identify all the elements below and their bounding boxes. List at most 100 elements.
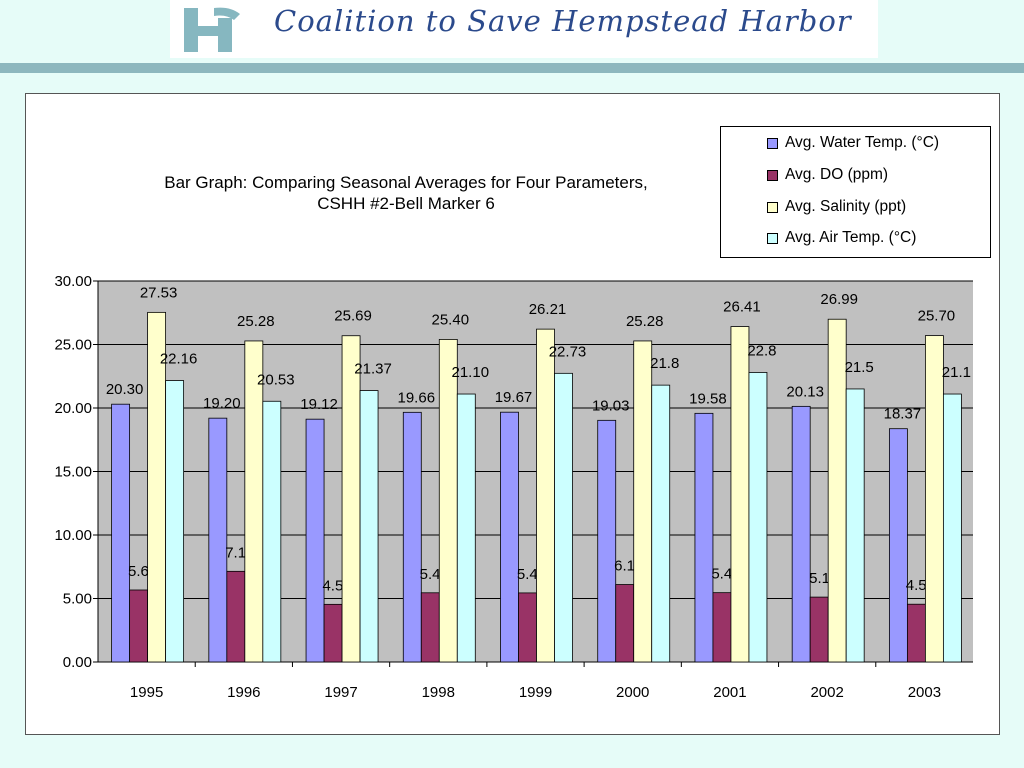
bar-salinity — [633, 340, 653, 663]
chart-title: Bar Graph: Comparing Seasonal Averages f… — [116, 172, 696, 214]
bar-salinity — [924, 335, 944, 663]
data-label-air-temp: 20.53 — [257, 371, 295, 388]
bar-do — [420, 592, 440, 663]
bar-air-temp — [845, 388, 865, 663]
x-tick-label: 1997 — [324, 684, 357, 701]
data-label-salinity: 25.28 — [626, 313, 664, 330]
bar-salinity — [341, 335, 361, 663]
data-label-air-temp: 22.16 — [160, 351, 198, 368]
data-label-salinity: 27.53 — [140, 284, 178, 301]
legend-swatch-do — [767, 169, 778, 181]
bar-do — [518, 592, 537, 663]
bar-water-temp — [402, 411, 422, 663]
legend-item-salinity: Avg. Salinity (ppt) — [767, 196, 906, 218]
legend-swatch-water-temp — [767, 137, 778, 149]
data-label-water-temp: 18.37 — [884, 406, 922, 423]
data-label-air-temp: 21.37 — [354, 361, 392, 378]
bar-chart: 0.00 5.00 10.00 15.00 20.00 25.00 30.00 1995 199… — [54, 273, 973, 701]
bar-air-temp — [456, 393, 476, 663]
bar-do — [712, 592, 732, 663]
bar-air-temp — [359, 390, 379, 663]
bar-water-temp — [500, 411, 519, 663]
legend-item-air-temp: Avg. Air Temp. (°C) — [767, 227, 916, 249]
bar-water-temp — [208, 417, 228, 663]
data-label-salinity: 25.40 — [432, 311, 470, 328]
data-label-water-temp: 20.13 — [786, 383, 824, 400]
data-label-air-temp: 21.10 — [452, 364, 490, 381]
x-tick-label: 1995 — [130, 684, 163, 701]
header-rule — [0, 63, 1024, 73]
y-tick-label: 15.00 — [54, 464, 92, 481]
bar-water-temp — [888, 428, 908, 663]
bar-air-temp — [262, 400, 282, 663]
bar-salinity — [827, 318, 847, 663]
bar-air-temp — [554, 372, 573, 663]
chart-legend: Avg. Water Temp. (°C) Avg. DO (ppm) Avg.… — [720, 126, 991, 258]
header-banner: Coalition to Save Hempstead Harbor — [170, 0, 878, 58]
data-label-salinity: 26.99 — [820, 291, 858, 308]
data-label-water-temp: 19.58 — [689, 390, 727, 407]
legend-label-do: Avg. DO (ppm) — [785, 166, 889, 183]
x-tick-label: 2002 — [810, 684, 843, 701]
legend-swatch-air-temp — [767, 232, 778, 244]
bar-air-temp — [165, 380, 185, 663]
bar-salinity — [438, 339, 458, 663]
y-tick-label: 5.00 — [63, 591, 92, 608]
legend-item-do: Avg. DO (ppm) — [767, 164, 888, 186]
chart-subtitle: CSHH #2-Bell Marker 6 — [317, 194, 495, 213]
bar-air-temp — [651, 384, 671, 663]
y-tick-label: 10.00 — [54, 527, 92, 544]
bar-do — [906, 603, 926, 663]
chart-frame: Bar Graph: Comparing Seasonal Averages f… — [25, 93, 1000, 735]
org-name: Coalition to Save Hempstead Harbor — [274, 4, 852, 38]
legend-item-water-temp: Avg. Water Temp. (°C) — [767, 132, 939, 154]
x-tick-label: 2000 — [616, 684, 649, 701]
data-label-salinity: 26.41 — [723, 299, 761, 316]
data-label-water-temp: 19.67 — [495, 389, 533, 406]
bar-do — [323, 603, 343, 663]
x-tick-label: 1996 — [227, 684, 260, 701]
data-label-water-temp: 19.20 — [203, 395, 241, 412]
data-label-salinity: 26.21 — [529, 301, 567, 318]
data-label-air-temp: 22.8 — [747, 342, 776, 359]
bar-do — [809, 596, 829, 663]
chart-title-line-1: Bar Graph: Comparing Seasonal Averages f… — [164, 173, 648, 192]
legend-swatch-salinity — [767, 201, 778, 213]
bar-water-temp — [111, 403, 131, 663]
bar-air-temp — [748, 372, 768, 663]
data-label-water-temp: 19.12 — [300, 396, 338, 413]
bar-do — [226, 570, 246, 663]
x-tick-label: 2003 — [908, 684, 941, 701]
bar-salinity — [536, 328, 555, 663]
bar-water-temp — [694, 412, 714, 663]
x-tick-label: 1999 — [519, 684, 552, 701]
bar-salinity — [730, 326, 750, 663]
bar-water-temp — [305, 418, 325, 663]
y-tick-label: 20.00 — [54, 400, 92, 417]
bar-do — [129, 589, 149, 663]
bar-water-temp — [791, 405, 811, 663]
data-label-air-temp: 21.8 — [650, 355, 679, 372]
data-label-salinity: 25.69 — [334, 308, 372, 325]
coalition-logo-icon — [184, 7, 240, 52]
bar-air-temp — [942, 393, 962, 663]
data-label-air-temp: 21.5 — [845, 359, 874, 376]
legend-label-water-temp: Avg. Water Temp. (°C) — [785, 134, 940, 151]
bar-water-temp — [597, 419, 617, 663]
bar-salinity — [244, 340, 264, 663]
legend-label-salinity: Avg. Salinity (ppt) — [785, 198, 907, 215]
data-label-air-temp: 21.1 — [942, 364, 971, 381]
x-tick-label: 1998 — [422, 684, 455, 701]
data-label-water-temp: 20.30 — [106, 381, 144, 398]
y-tick-label: 0.00 — [63, 654, 92, 671]
data-label-salinity: 25.70 — [918, 308, 956, 325]
bar-do — [615, 584, 635, 663]
y-tick-label: 30.00 — [54, 273, 92, 290]
y-tick-label: 25.00 — [54, 337, 92, 354]
data-label-salinity: 25.28 — [237, 313, 275, 330]
data-label-water-temp: 19.66 — [398, 389, 436, 406]
data-label-water-temp: 19.03 — [592, 397, 630, 414]
data-label-air-temp: 22.73 — [549, 343, 587, 360]
x-tick-label: 2001 — [713, 684, 746, 701]
legend-label-air-temp: Avg. Air Temp. (°C) — [785, 229, 917, 246]
